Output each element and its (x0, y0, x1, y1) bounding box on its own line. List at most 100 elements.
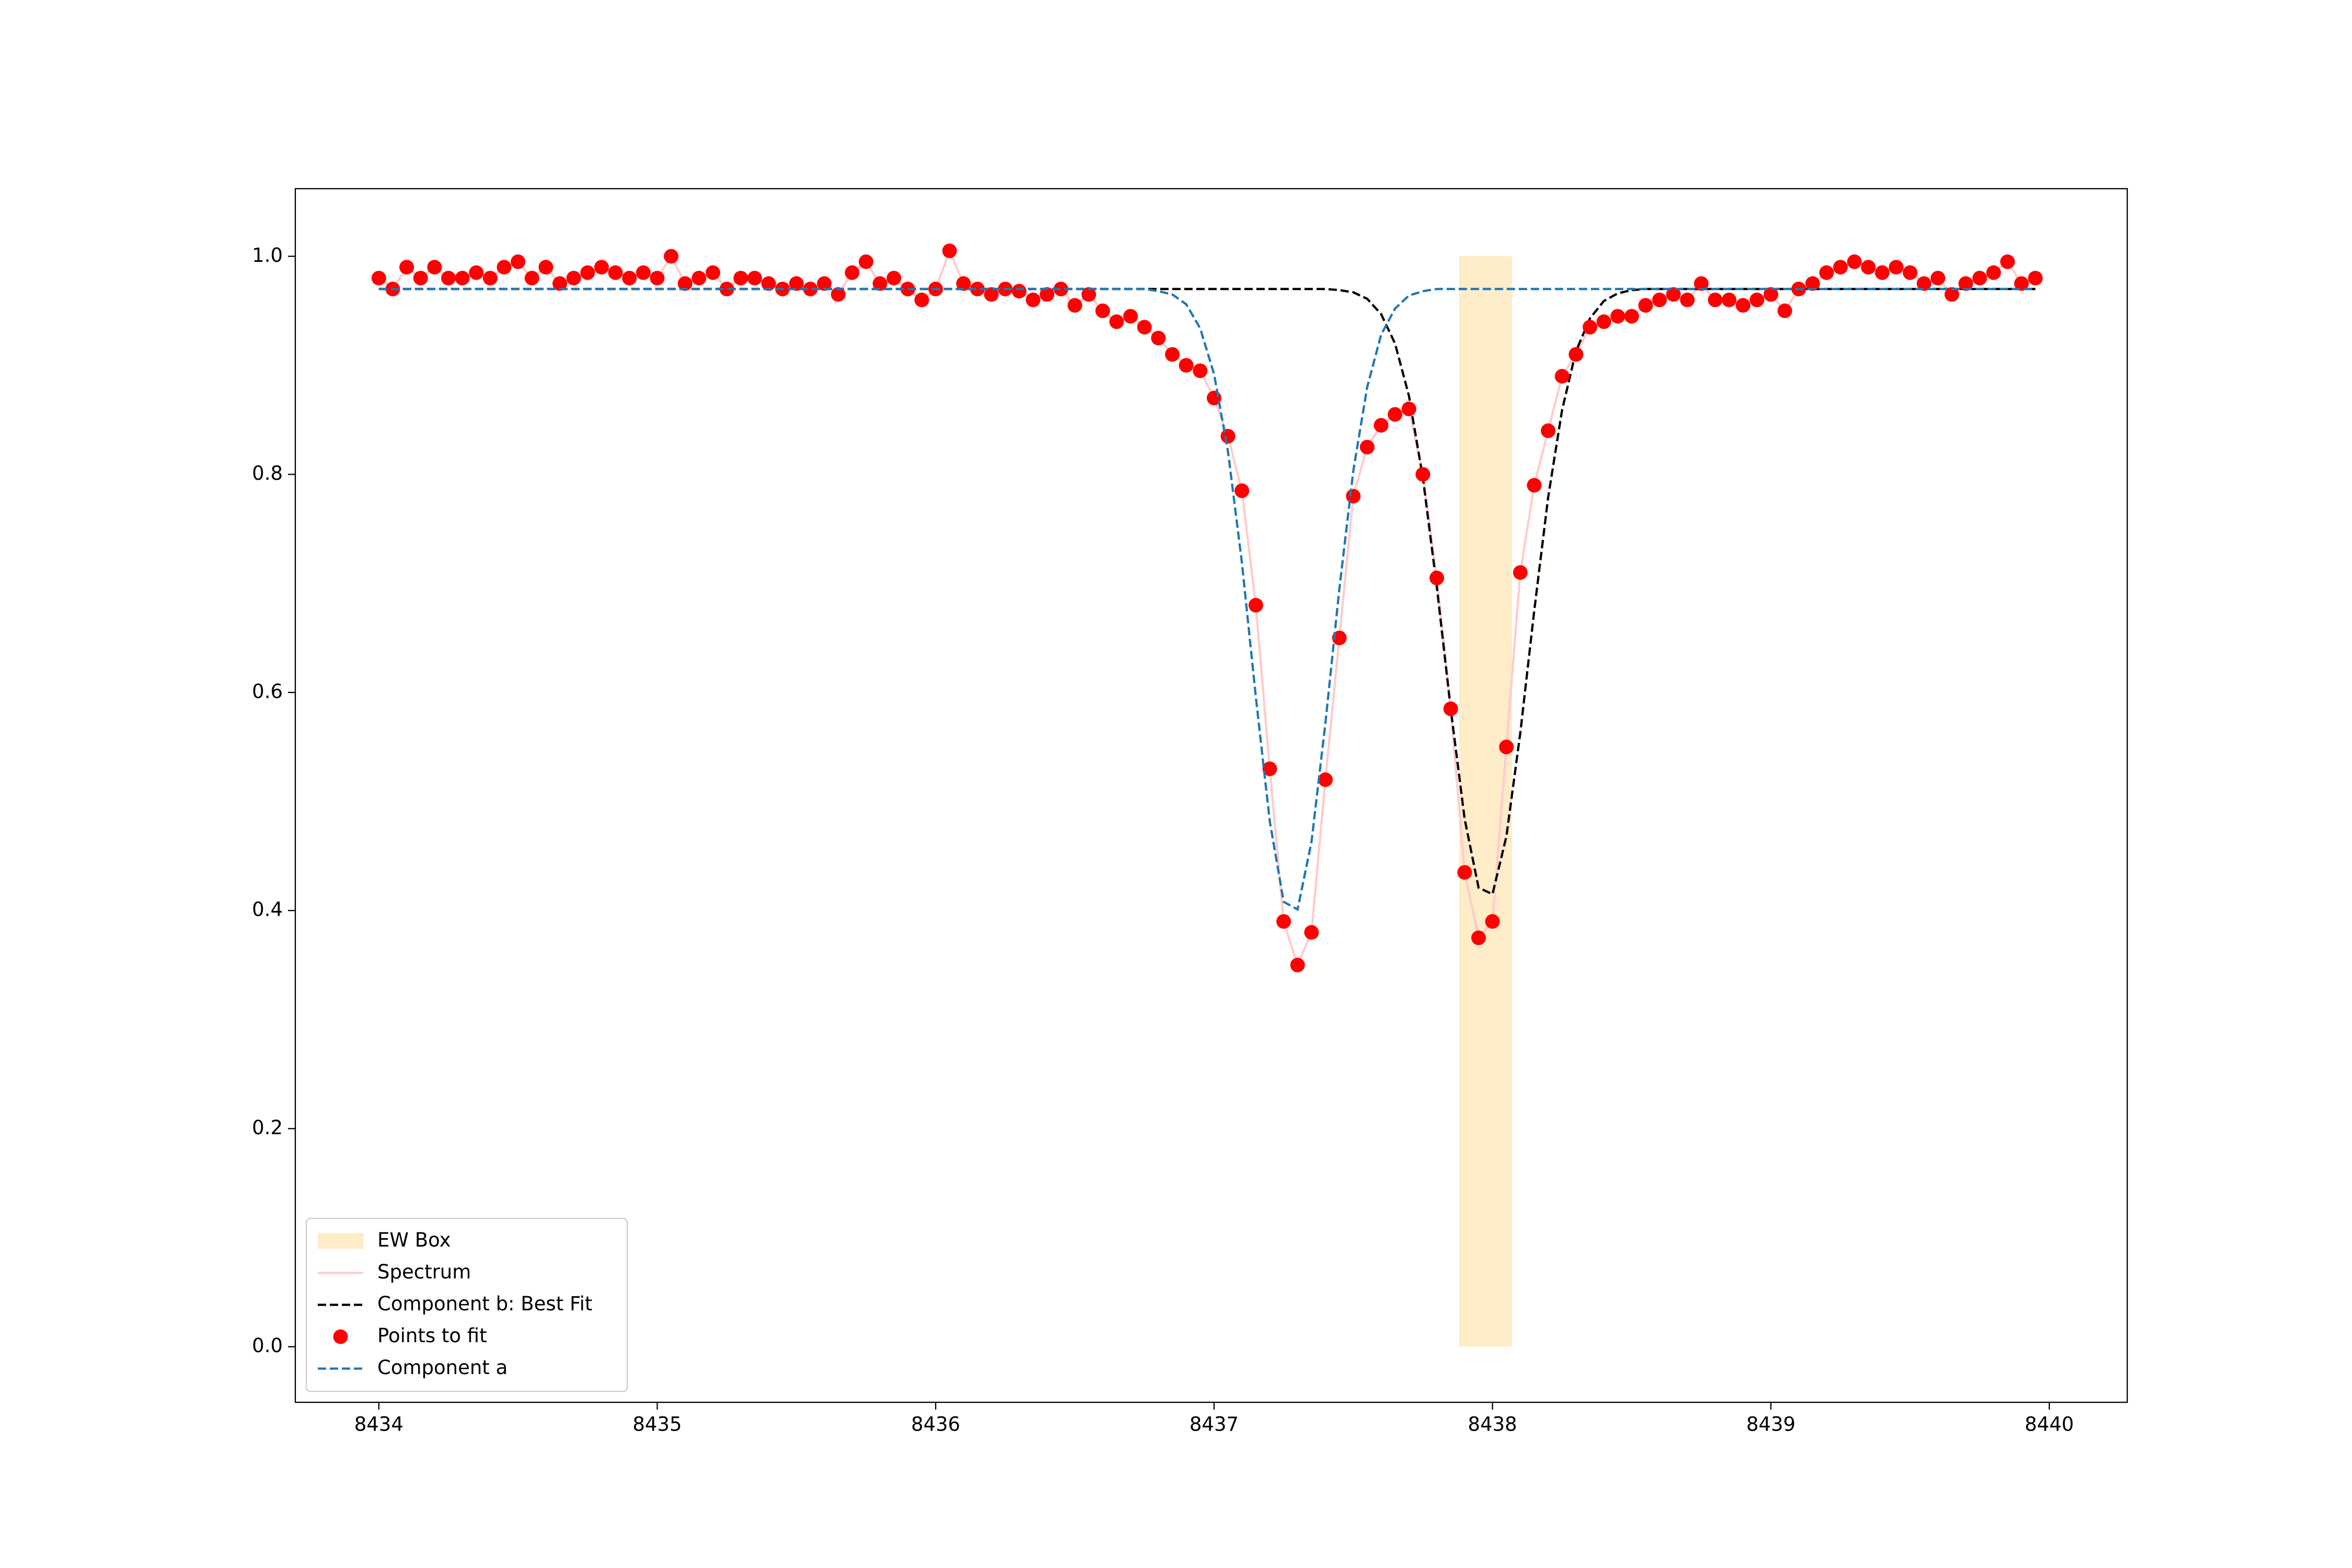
point (1471, 930, 1486, 946)
point (1109, 314, 1124, 329)
point (580, 265, 595, 280)
point (1137, 319, 1152, 335)
x-tick-label: 8434 (354, 1413, 403, 1436)
point (1457, 865, 1472, 880)
point (1805, 276, 1820, 291)
point (1694, 276, 1709, 291)
point (1610, 309, 1625, 324)
point (2000, 254, 2015, 269)
point (1596, 314, 1611, 329)
point (511, 254, 526, 269)
point (1944, 287, 1959, 302)
point (1359, 440, 1375, 455)
point (1833, 260, 1848, 275)
point (845, 265, 860, 280)
point (1304, 925, 1319, 940)
point (914, 292, 929, 307)
point (1095, 303, 1110, 318)
point (1318, 772, 1333, 787)
point (1485, 914, 1500, 929)
point (1346, 489, 1361, 504)
point (622, 271, 637, 286)
point (1081, 287, 1097, 302)
legend-label: Points to fit (377, 1324, 487, 1347)
x-tick-label: 8437 (1190, 1413, 1239, 1436)
point (1847, 254, 1862, 269)
point (2028, 271, 2043, 286)
point (1220, 429, 1236, 444)
point (1569, 347, 1584, 362)
legend-swatch (333, 1329, 348, 1344)
point (1958, 276, 1974, 291)
point (789, 276, 804, 291)
point (1401, 401, 1416, 417)
point (1123, 309, 1138, 324)
point (636, 265, 651, 280)
point (706, 265, 721, 280)
point (942, 243, 957, 258)
point (1165, 347, 1180, 362)
point (1179, 358, 1194, 373)
point (1972, 271, 1987, 286)
point (1749, 292, 1765, 307)
point (399, 260, 414, 275)
point (1680, 292, 1695, 307)
point (1819, 265, 1834, 280)
point (970, 281, 985, 296)
point (803, 281, 818, 296)
point (1193, 363, 1208, 378)
point (1067, 298, 1082, 313)
point (441, 271, 456, 286)
point (1429, 570, 1444, 585)
point (1763, 287, 1779, 302)
axes-frame (294, 188, 2128, 1403)
y-tick-label: 0.4 (252, 898, 283, 921)
point (608, 265, 623, 280)
point (1011, 284, 1027, 299)
point (956, 276, 971, 291)
point (1541, 423, 1556, 439)
point (817, 276, 832, 291)
y-tick-label: 0.8 (252, 462, 283, 485)
legend-label: Component a (377, 1356, 508, 1379)
point (1374, 418, 1389, 433)
point (1499, 740, 1514, 755)
point (1777, 303, 1792, 318)
point (455, 271, 470, 286)
point (1415, 467, 1431, 482)
point (677, 276, 693, 291)
x-tick-label: 8436 (911, 1413, 960, 1436)
point (650, 271, 665, 286)
point (566, 271, 581, 286)
point (1554, 368, 1570, 384)
point (1025, 292, 1041, 307)
point (1917, 276, 1932, 291)
point (872, 276, 887, 291)
point (482, 271, 498, 286)
legend-label: Component b: Best Fit (377, 1293, 592, 1315)
point (733, 271, 748, 286)
series-line (378, 287, 2036, 912)
point (1875, 265, 1890, 280)
point (2014, 276, 2029, 291)
point (1638, 298, 1653, 313)
point (1722, 292, 1737, 307)
point (719, 281, 734, 296)
point (1861, 260, 1876, 275)
point (1443, 701, 1458, 717)
point (594, 260, 609, 275)
point (1276, 914, 1291, 929)
point (858, 254, 873, 269)
legend-swatch (318, 1233, 363, 1249)
x-tick-label: 8438 (1468, 1413, 1517, 1436)
point (886, 271, 902, 286)
point (552, 276, 568, 291)
point (469, 265, 484, 280)
point (1652, 292, 1667, 307)
legend-label: EW Box (377, 1229, 451, 1251)
point (1513, 565, 1528, 580)
point (664, 249, 679, 264)
point (497, 260, 512, 275)
x-tick-label: 8440 (2025, 1413, 2074, 1436)
